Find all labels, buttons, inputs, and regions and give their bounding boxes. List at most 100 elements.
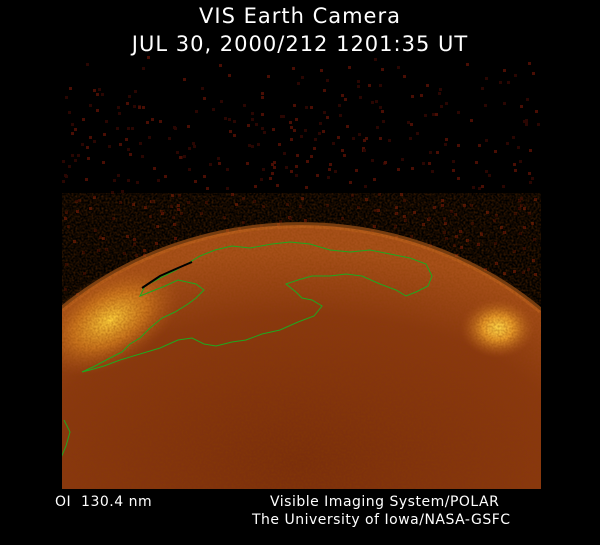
noise-speck: [343, 154, 346, 157]
noise-speck: [374, 209, 377, 212]
noise-speck: [409, 137, 412, 140]
noise-speck: [295, 174, 298, 177]
noise-speck: [457, 177, 460, 180]
noise-speck: [457, 111, 460, 114]
noise-speck: [403, 75, 406, 78]
noise-speck: [176, 151, 179, 154]
noise-speck: [290, 126, 293, 129]
noise-speck: [177, 208, 180, 211]
noise-speck: [424, 114, 427, 117]
noise-speck: [195, 110, 198, 113]
noise-speck: [363, 149, 366, 152]
noise-speck: [255, 123, 258, 126]
noise-speck: [503, 69, 506, 72]
noise-speck: [212, 108, 215, 111]
noise-speck: [334, 170, 337, 173]
noise-speck: [68, 111, 71, 114]
noise-speck: [159, 120, 162, 123]
noise-speck: [426, 84, 429, 87]
noise-speck: [374, 58, 377, 61]
noise-speck: [503, 102, 506, 105]
noise-speck: [341, 217, 344, 220]
noise-speck: [375, 100, 378, 103]
noise-speck: [481, 87, 484, 90]
noise-speck: [89, 136, 92, 139]
noise-speck: [121, 190, 124, 193]
noise-speck: [233, 120, 236, 123]
noise-speck: [395, 206, 398, 209]
noise-speck: [382, 120, 385, 123]
noise-speck: [68, 165, 71, 168]
noise-speck: [517, 146, 520, 149]
noise-speck: [357, 80, 360, 83]
noise-speck: [74, 159, 77, 162]
noise-speck: [525, 119, 528, 122]
noise-speck: [209, 163, 212, 166]
noise-speck: [525, 121, 528, 124]
noise-speck: [74, 128, 77, 131]
noise-speck: [82, 118, 85, 121]
noise-speck: [131, 127, 134, 130]
noise-speck: [535, 110, 538, 113]
noise-speck: [93, 89, 96, 92]
noise-speck: [488, 174, 491, 177]
noise-speck: [532, 72, 535, 75]
noise-speck: [326, 116, 329, 119]
noise-speck: [338, 104, 341, 107]
noise-speck: [528, 62, 531, 65]
noise-speck: [433, 206, 436, 209]
noise-speck: [481, 185, 484, 188]
noise-speck: [205, 201, 208, 204]
noise-speck: [142, 67, 145, 70]
noise-speck: [450, 210, 453, 213]
noise-speck: [65, 175, 68, 178]
noise-speck: [441, 204, 444, 207]
noise-speck: [486, 211, 489, 214]
noise-speck: [529, 149, 532, 152]
noise-speck: [113, 179, 116, 182]
noise-speck: [262, 168, 265, 171]
page-title: VIS Earth Camera: [199, 4, 401, 28]
noise-speck: [520, 204, 523, 207]
noise-speck: [507, 81, 510, 84]
noise-speck: [326, 204, 329, 207]
noise-speck: [365, 137, 368, 140]
noise-speck: [183, 78, 186, 81]
noise-speck: [485, 139, 488, 142]
noise-speck: [420, 94, 423, 97]
noise-speck: [384, 161, 387, 164]
noise-speck: [438, 92, 441, 95]
noise-speck: [112, 217, 115, 220]
timestamp: JUL 30, 2000/212 1201:35 UT: [131, 32, 469, 56]
noise-speck: [485, 170, 488, 173]
noise-speck: [363, 139, 366, 142]
noise-speck: [466, 63, 469, 66]
noise-speck: [337, 136, 340, 139]
noise-speck: [445, 102, 448, 105]
noise-speck: [119, 143, 122, 146]
noise-speck: [235, 203, 238, 206]
noise-speck: [531, 177, 534, 180]
noise-speck: [435, 113, 438, 116]
noise-speck: [69, 87, 72, 90]
noise-speck: [285, 166, 288, 169]
noise-speck: [98, 88, 101, 91]
noise-speck: [283, 152, 286, 155]
noise-speck: [173, 126, 176, 129]
noise-speck: [444, 143, 447, 146]
noise-speck: [332, 142, 335, 145]
noise-speck: [339, 114, 342, 117]
noise-speck: [262, 205, 265, 208]
noise-speck: [413, 211, 416, 214]
noise-speck: [411, 95, 414, 98]
noise-speck: [273, 166, 276, 169]
noise-speck: [138, 106, 141, 109]
noise-speck: [226, 168, 229, 171]
noise-speck: [441, 199, 444, 202]
noise-speck: [151, 200, 154, 203]
noise-speck: [407, 121, 410, 124]
noise-speck: [171, 194, 174, 197]
noise-speck: [300, 135, 303, 138]
noise-speck: [160, 210, 163, 213]
noise-speck: [470, 119, 473, 122]
